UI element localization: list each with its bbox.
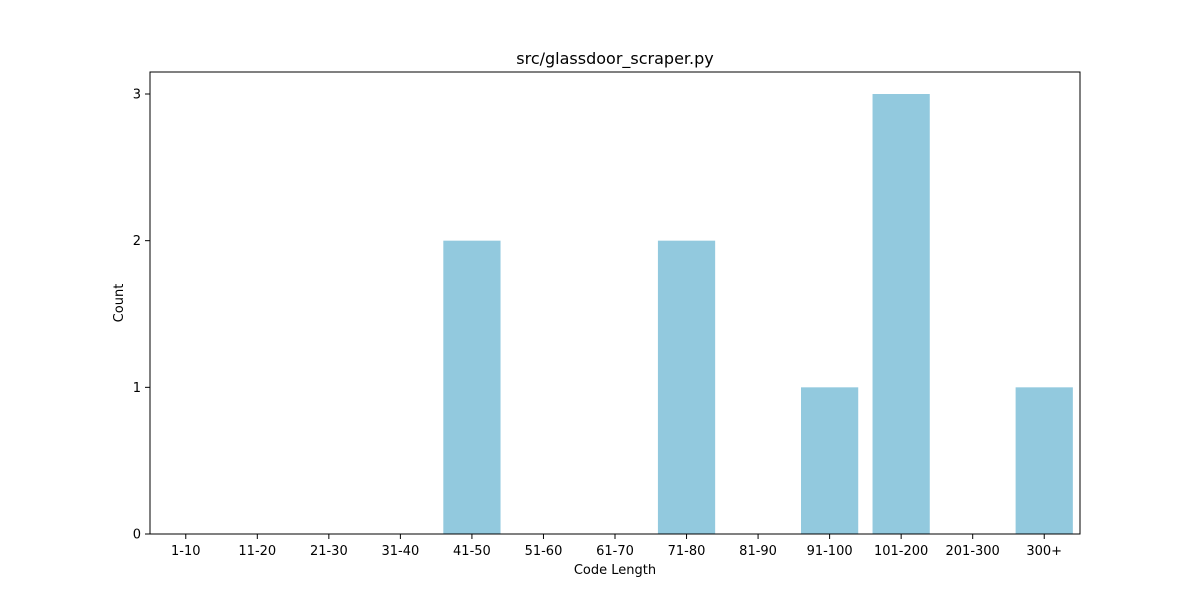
y-tick-label: 0 (133, 528, 141, 543)
bar-300+ (1015, 387, 1073, 534)
bar-41-50 (443, 240, 501, 534)
x-tick-label: 51-60 (525, 544, 563, 559)
x-tick-label: 1-10 (171, 544, 201, 559)
bar-91-100 (801, 387, 859, 534)
y-tick-label: 2 (133, 234, 141, 249)
y-tick-label: 1 (133, 381, 141, 396)
x-tick-label: 91-100 (807, 544, 853, 559)
x-tick-label: 71-80 (668, 544, 706, 559)
x-tick-label: 31-40 (381, 544, 419, 559)
x-tick-label: 21-30 (310, 544, 348, 559)
x-axis-label: Code Length (574, 563, 656, 578)
bars-group (443, 94, 1073, 534)
bar-101-200 (872, 94, 930, 534)
x-axis-ticks: 1-10 11-20 21-30 31-40 41-50 51-60 61-70 71-80 8… (171, 534, 1062, 559)
chart-title: src/glassdoor_scraper.py (516, 49, 713, 69)
x-tick-label: 11-20 (238, 544, 276, 559)
x-tick-label: 101-200 (874, 544, 928, 559)
x-tick-label: 41-50 (453, 544, 491, 559)
y-axis-ticks: 0 1 2 3 (133, 88, 150, 543)
x-tick-label: 201-300 (946, 544, 1000, 559)
y-tick-label: 3 (133, 88, 141, 103)
axes-frame (149, 71, 1081, 535)
x-tick-label: 81-90 (739, 544, 777, 559)
x-tick-label: 61-70 (596, 544, 634, 559)
y-axis-label: Count (112, 284, 127, 323)
x-tick-label: 300+ (1026, 544, 1062, 559)
bar-71-80 (657, 240, 716, 534)
